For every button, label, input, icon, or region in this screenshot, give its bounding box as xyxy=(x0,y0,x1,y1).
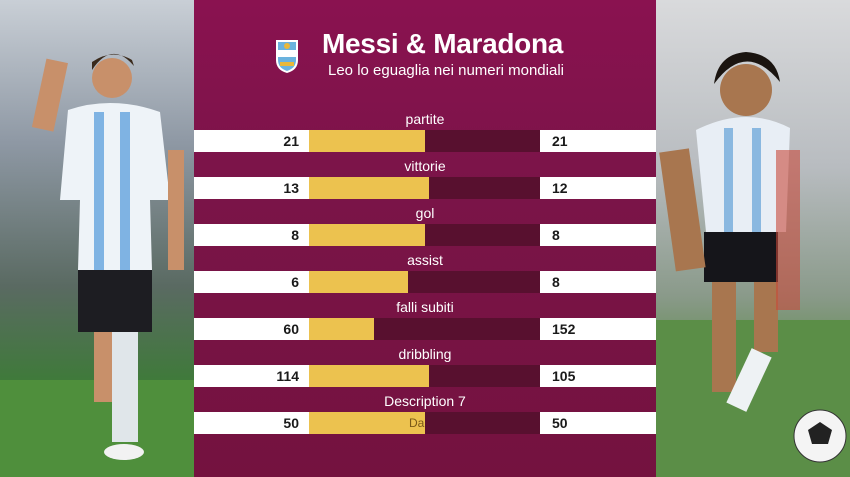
page-subtitle: Leo lo eguaglia nei numeri mondiali xyxy=(328,62,564,79)
afa-crest-icon xyxy=(276,40,298,73)
left-value: 8 xyxy=(194,224,309,246)
right-value: 152 xyxy=(540,318,656,340)
comparison-track xyxy=(309,224,540,246)
comparison-track: Da xyxy=(309,412,540,434)
left-share-bar xyxy=(309,412,425,434)
stats-panel: Messi & Maradona Leo lo eguaglia nei num… xyxy=(194,0,656,477)
page-title: Messi & Maradona xyxy=(322,28,564,59)
stat-label: partite xyxy=(405,111,445,127)
left-share-bar xyxy=(309,318,374,340)
left-share-bar xyxy=(309,271,408,293)
stat-label: Description 7 xyxy=(384,393,466,409)
right-value: 8 xyxy=(540,224,656,246)
left-share-bar xyxy=(309,365,429,387)
stat-bar-row: 60 152 xyxy=(194,318,656,340)
right-player-figure xyxy=(656,52,850,477)
comparison-track xyxy=(309,130,540,152)
right-value: 12 xyxy=(540,177,656,199)
bar-annotation: Da xyxy=(409,416,425,430)
stat-row: assist 6 8 xyxy=(194,249,656,297)
comparison-track xyxy=(309,365,540,387)
stat-label: vittorie xyxy=(404,158,446,174)
left-value: 114 xyxy=(194,365,309,387)
stat-row: falli subiti 60 152 xyxy=(194,296,656,344)
left-share-bar xyxy=(309,177,429,199)
comparison-track xyxy=(309,271,540,293)
left-value: 13 xyxy=(194,177,309,199)
left-value: 6 xyxy=(194,271,309,293)
stat-row: Description 7 50 Da 50 xyxy=(194,390,656,438)
left-player-photo xyxy=(0,0,194,477)
stat-row: partite 21 21 xyxy=(194,108,656,156)
right-value: 21 xyxy=(540,130,656,152)
left-value: 60 xyxy=(194,318,309,340)
right-value: 105 xyxy=(540,365,656,387)
left-value: 50 xyxy=(194,412,309,434)
stat-row: gol 8 8 xyxy=(194,202,656,250)
stat-label: falli subiti xyxy=(396,299,454,315)
right-value: 50 xyxy=(540,412,656,434)
comparison-track xyxy=(309,318,540,340)
stat-row: vittorie 13 12 xyxy=(194,155,656,203)
left-value: 21 xyxy=(194,130,309,152)
stat-label: assist xyxy=(407,252,443,268)
right-value: 8 xyxy=(540,271,656,293)
right-player-photo xyxy=(656,0,850,477)
stat-bar-row: 114 105 xyxy=(194,365,656,387)
stat-label: dribbling xyxy=(398,346,452,362)
stat-bar-row: 21 21 xyxy=(194,130,656,152)
stat-bar-row: 50 Da 50 xyxy=(194,412,656,434)
stat-row: dribbling 114 105 xyxy=(194,343,656,391)
left-share-bar xyxy=(309,224,425,246)
stat-label: gol xyxy=(415,205,435,221)
comparison-track xyxy=(309,177,540,199)
left-player-figure xyxy=(0,53,194,477)
stat-bar-row: 13 12 xyxy=(194,177,656,199)
left-share-bar xyxy=(309,130,425,152)
